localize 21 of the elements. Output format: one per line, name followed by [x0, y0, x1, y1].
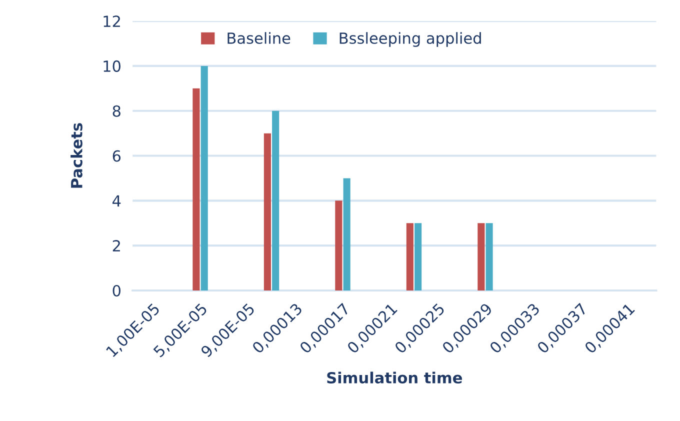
bar — [272, 110, 280, 290]
y-tick-label: 6 — [112, 150, 121, 162]
y-tick-label: 4 — [112, 195, 121, 206]
bar — [335, 200, 342, 290]
legend-label: Baseline — [228, 32, 290, 44]
y-tick-label: 12 — [104, 16, 120, 27]
bar — [478, 223, 485, 290]
bar — [264, 133, 271, 290]
x-axis-title: Simulation time — [327, 372, 462, 384]
bar — [200, 66, 208, 290]
bar — [192, 88, 200, 290]
bar — [406, 223, 414, 290]
bar — [414, 223, 422, 290]
y-tick-label: 2 — [112, 240, 120, 252]
y-tick-label: 0 — [112, 284, 120, 297]
bar — [486, 223, 493, 290]
legend-label: Bssleeping applied — [340, 32, 481, 47]
y-tick-label: 8 — [112, 105, 120, 117]
y-axis-title: Packets — [70, 123, 82, 188]
bar — [343, 178, 350, 290]
y-tick-label: 10 — [104, 60, 120, 72]
